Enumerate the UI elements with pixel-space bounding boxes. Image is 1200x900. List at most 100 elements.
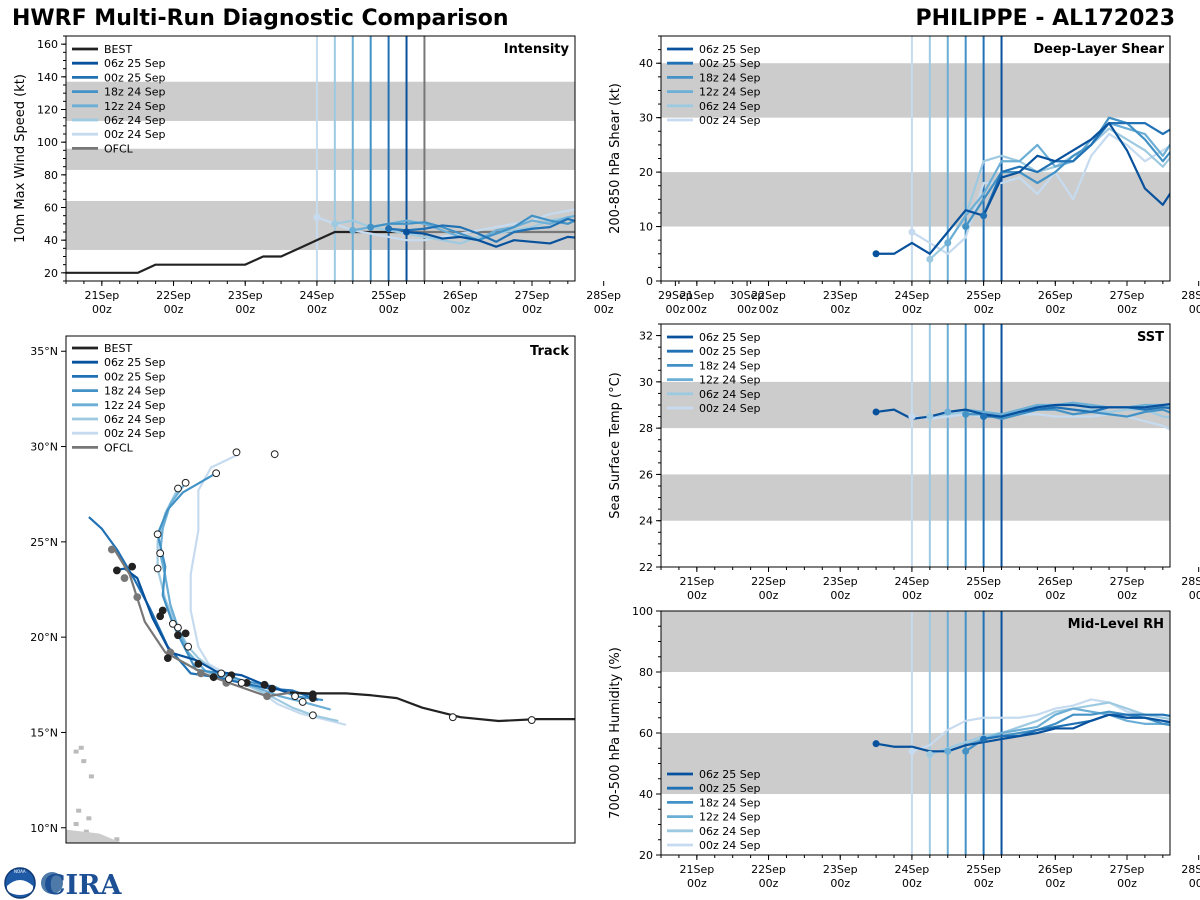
intensity-xtick-label: 29Sep	[658, 289, 693, 302]
shear-ytick-label: 40	[639, 57, 653, 70]
sst-band-0	[661, 474, 1170, 521]
track-series-12z-24-sep	[159, 482, 331, 711]
intensity-band-1	[66, 148, 575, 170]
rh-xtick-label: 22Sep	[751, 863, 786, 876]
rh-xtick-label: 28Sep	[1181, 863, 1200, 876]
intensity-legend-label: 06z 25 Sep	[104, 57, 166, 70]
intensity-legend-label: 00z 25 Sep	[104, 71, 166, 84]
intensity-xtick-label: 30Sep	[730, 289, 765, 302]
shear-xtick-label: 00z	[830, 303, 850, 316]
rh-marker-00z-25-sep	[980, 735, 988, 743]
track-ytick-label: 10°N	[30, 822, 58, 835]
storm-title: PHILIPPE - AL172023	[915, 6, 1175, 31]
intensity-xtick-label: 00z	[307, 303, 327, 316]
track-point-06z-24-sep	[153, 564, 162, 573]
rh-marker-06z-24-sep	[926, 750, 934, 758]
rh-xtick-label: 00z	[974, 877, 994, 890]
rh-xtick-label: 27Sep	[1110, 863, 1145, 876]
rh-series-06z-24-sep	[929, 701, 1170, 756]
sst-xtick-label: 00z	[974, 589, 994, 602]
rh-legend-label: 12z 24 Sep	[699, 811, 761, 824]
rh-legend-label: 00z 24 Sep	[699, 839, 761, 852]
track-legend-label: BEST	[104, 342, 132, 355]
track-panel-title: Track	[530, 344, 569, 359]
sst-xtick-label: 00z	[1117, 589, 1137, 602]
rh-legend-label: 18z 24 Sep	[699, 796, 761, 809]
shear-legend-label: 00z 25 Sep	[699, 57, 761, 70]
track-point-00z-25-sep	[174, 631, 182, 640]
track-point-00z-25-sep	[308, 694, 317, 703]
sst-series-00z-25-sep	[983, 406, 1170, 418]
sst-legend-label: 06z 24 Sep	[699, 388, 761, 401]
track-ytick-label: 20°N	[30, 631, 58, 644]
sst-ytick-label: 26	[639, 468, 653, 481]
track-point-ofcl	[196, 669, 205, 678]
intensity-ytick-label: 160	[37, 38, 58, 51]
sst-ytick-label: 28	[639, 422, 653, 435]
track-point-18z-24-sep	[168, 619, 177, 628]
track-point-best	[527, 716, 536, 724]
shear-ytick-label: 0	[646, 275, 653, 288]
shear-xtick-label: 27Sep	[1110, 289, 1145, 302]
rh-xtick-label: 00z	[830, 877, 850, 890]
track-point-18z-24-sep	[153, 530, 162, 539]
shear-ytick-label: 10	[639, 221, 653, 234]
shear-marker-00z-24-sep	[908, 228, 916, 236]
intensity-ytick-label: 140	[37, 71, 58, 84]
shear-marker-18z-24-sep	[962, 223, 970, 231]
track-legend-label: 06z 25 Sep	[104, 356, 166, 369]
shear-ytick-label: 30	[639, 112, 653, 125]
sst-ylabel: Sea Surface Temp (°C)	[608, 372, 623, 519]
intensity-ylabel: 10m Max Wind Speed (kt)	[13, 74, 28, 243]
track-ytick-label: 15°N	[30, 726, 58, 739]
intensity-series-00z-25-sep	[388, 217, 575, 243]
intensity-marker-00z-24-sep	[313, 213, 321, 221]
rh-series-18z-24-sep	[965, 710, 1170, 753]
track-point-06z-25-sep	[194, 659, 203, 668]
rh-xtick-label: 26Sep	[1038, 863, 1073, 876]
intensity-ytick-label: 120	[37, 104, 58, 117]
rh-ytick-label: 40	[639, 788, 653, 801]
intensity-xtick-label: 00z	[737, 303, 757, 316]
sst-xtick-label: 21Sep	[679, 575, 714, 588]
intensity-series-00z-24-sep	[316, 208, 575, 242]
intensity-xtick-label: 00z	[235, 303, 255, 316]
panel-sst: 22242628303221Sep00z22Sep00z23Sep00z24Se…	[608, 323, 1200, 602]
shear-xtick-label: 21Sep	[679, 289, 714, 302]
rh-series-00z-24-sep	[911, 698, 1170, 753]
sst-series-18z-24-sep	[965, 408, 1170, 420]
rh-legend-label: 06z 25 Sep	[699, 768, 761, 781]
intensity-xtick-label: 00z	[450, 303, 470, 316]
track-land-7	[83, 829, 89, 834]
track-point-00z-25-sep	[209, 673, 218, 682]
sst-marker-06z-25-sep	[872, 408, 880, 416]
shear-series-06z-25-sep	[876, 122, 1170, 255]
track-point-ofcl	[133, 593, 142, 602]
track-plot-area	[66, 448, 575, 843]
intensity-legend-label: 12z 24 Sep	[104, 100, 166, 113]
shear-xtick-label: 28Sep	[1181, 289, 1200, 302]
shear-legend-label: 06z 24 Sep	[699, 100, 761, 113]
sst-ytick-label: 32	[639, 330, 653, 343]
track-point-18z-24-sep	[217, 669, 226, 678]
rh-xtick-label: 00z	[687, 877, 707, 890]
sst-xtick-label: 23Sep	[823, 575, 858, 588]
intensity-legend-label: BEST	[104, 43, 132, 56]
track-point-06z-24-sep	[184, 642, 193, 651]
rh-band-0	[661, 733, 1170, 794]
shear-band-0	[661, 172, 1170, 227]
intensity-legend-label: 00z 24 Sep	[104, 128, 166, 141]
rh-xtick-label: 24Sep	[895, 863, 930, 876]
shear-xtick-label: 22Sep	[751, 289, 786, 302]
intensity-xtick-label: 28Sep	[586, 289, 621, 302]
sst-frame	[660, 323, 1171, 568]
track-point-12z-24-sep	[224, 675, 233, 683]
rh-xtick-label: 00z	[1045, 877, 1065, 890]
rh-ytick-label: 60	[639, 727, 653, 740]
shear-ylabel: 200-850 hPa Shear (kt)	[608, 83, 623, 234]
track-ytick-label: 30°N	[30, 441, 58, 454]
track-point-12z-24-sep	[181, 478, 190, 487]
track-point-00z-25-sep	[181, 629, 190, 638]
intensity-marker-12z-24-sep	[349, 226, 357, 234]
